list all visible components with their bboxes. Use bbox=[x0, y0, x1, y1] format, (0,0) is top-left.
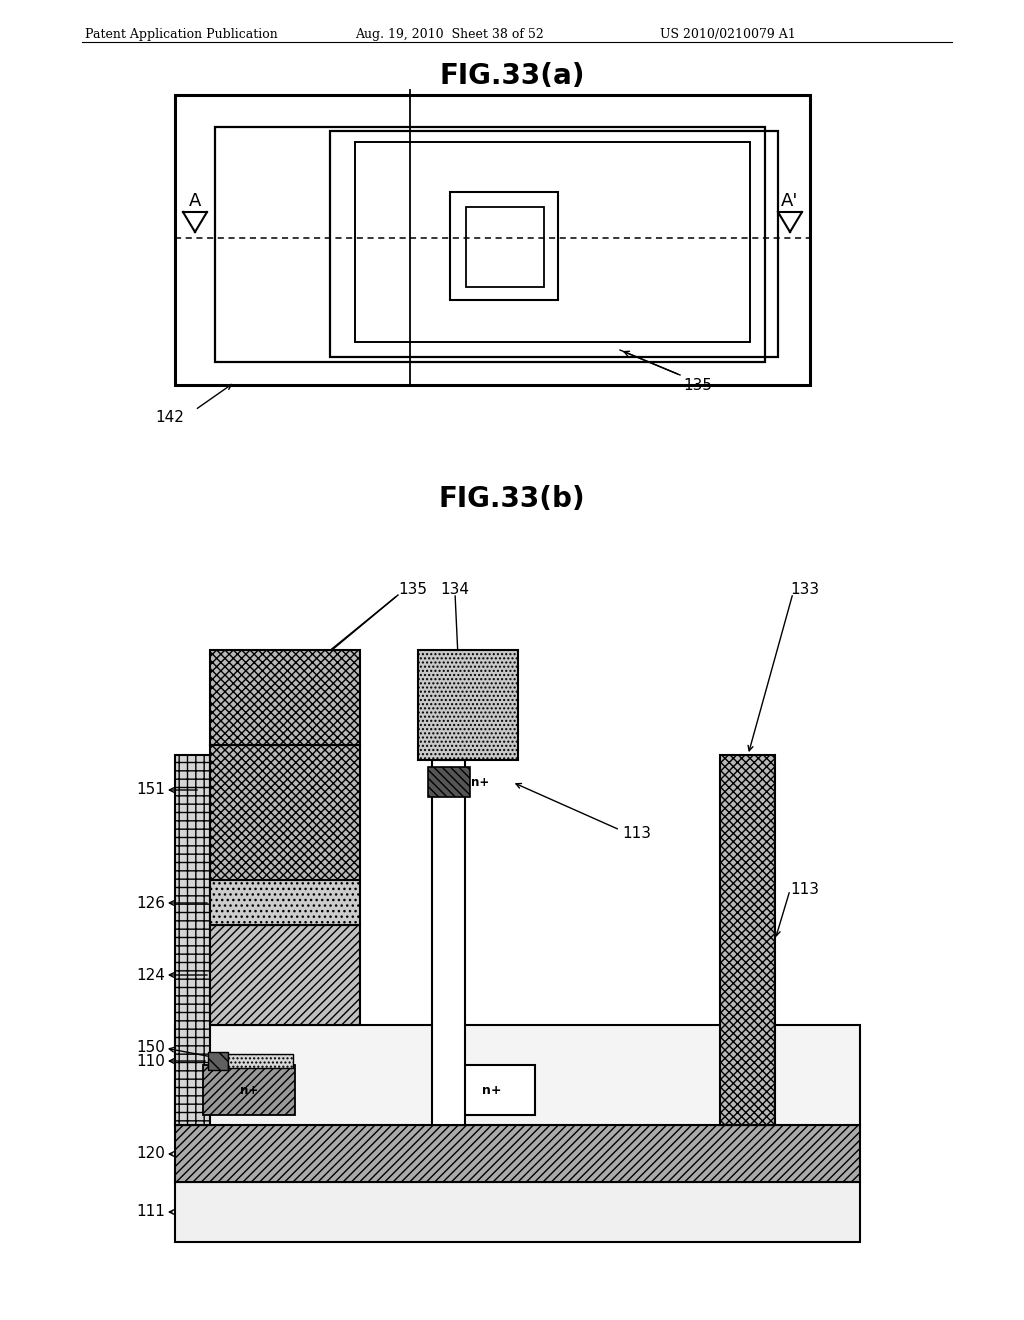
Text: FIG.33(a): FIG.33(a) bbox=[439, 62, 585, 90]
Bar bbox=[428, 767, 470, 797]
Bar bbox=[175, 1026, 860, 1125]
Bar bbox=[175, 1181, 860, 1242]
Bar bbox=[450, 1065, 535, 1115]
Bar bbox=[210, 880, 360, 925]
Text: 142: 142 bbox=[155, 411, 184, 425]
Text: 151: 151 bbox=[136, 783, 165, 797]
Bar bbox=[215, 127, 765, 362]
Text: 111: 111 bbox=[136, 1204, 165, 1220]
Bar bbox=[432, 760, 465, 1125]
Text: 133: 133 bbox=[790, 582, 819, 598]
Bar bbox=[175, 1125, 860, 1181]
Text: 113: 113 bbox=[622, 825, 651, 841]
Text: 113: 113 bbox=[790, 883, 819, 898]
Bar bbox=[228, 1053, 293, 1068]
Text: n+: n+ bbox=[482, 1084, 502, 1097]
Text: Patent Application Publication: Patent Application Publication bbox=[85, 28, 278, 41]
Text: FIG.33(b): FIG.33(b) bbox=[438, 484, 586, 513]
Text: Aug. 19, 2010  Sheet 38 of 52: Aug. 19, 2010 Sheet 38 of 52 bbox=[355, 28, 544, 41]
Text: 124: 124 bbox=[136, 968, 165, 982]
Text: 120: 120 bbox=[136, 1147, 165, 1162]
Text: 126: 126 bbox=[136, 895, 165, 911]
Text: 134: 134 bbox=[440, 582, 469, 598]
Bar bbox=[466, 207, 544, 286]
Bar bbox=[175, 755, 210, 1125]
Bar bbox=[210, 925, 360, 1026]
Bar bbox=[330, 131, 778, 356]
Bar bbox=[175, 95, 810, 385]
Text: 135: 135 bbox=[683, 378, 712, 393]
Text: n+: n+ bbox=[471, 776, 489, 788]
Text: 135: 135 bbox=[398, 582, 427, 598]
Bar bbox=[210, 649, 360, 744]
Text: 150: 150 bbox=[136, 1040, 165, 1056]
Bar bbox=[208, 1052, 228, 1071]
Text: 110: 110 bbox=[136, 1055, 165, 1069]
Bar bbox=[210, 744, 360, 880]
Text: US 2010/0210079 A1: US 2010/0210079 A1 bbox=[660, 28, 796, 41]
Text: A: A bbox=[188, 191, 201, 210]
Text: A': A' bbox=[781, 191, 799, 210]
Bar bbox=[418, 649, 518, 760]
Bar bbox=[720, 755, 775, 1125]
Bar bbox=[355, 143, 750, 342]
Text: n+: n+ bbox=[240, 1084, 258, 1097]
Bar bbox=[450, 191, 558, 300]
Bar bbox=[203, 1065, 295, 1115]
